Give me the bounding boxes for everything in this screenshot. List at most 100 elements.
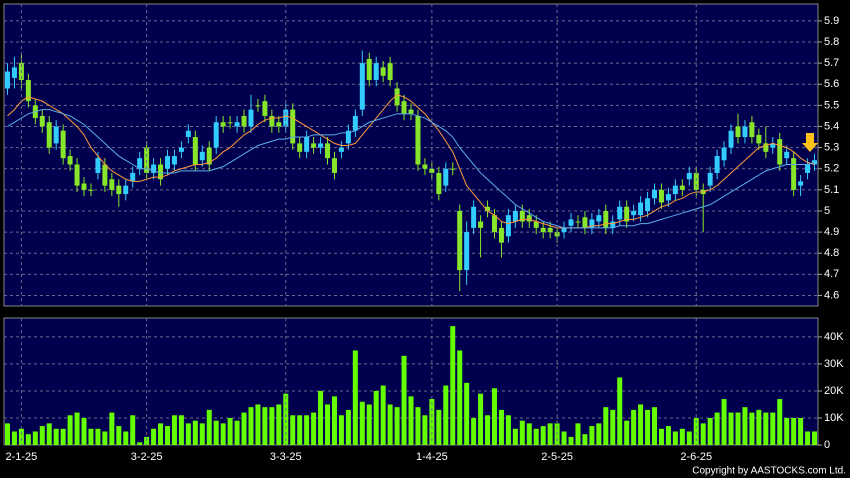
volume-bar [589, 426, 595, 445]
candle-body [311, 143, 317, 148]
candle-body [679, 185, 685, 190]
y-tick-label: 30K [824, 358, 844, 370]
candle-body [227, 122, 233, 124]
volume-bar [700, 423, 706, 445]
volume-bar [352, 350, 358, 445]
volume-bar [185, 423, 191, 445]
volume-bar [380, 385, 386, 445]
volume-bar [394, 407, 400, 445]
candle-body [464, 232, 470, 271]
y-tick-label: 5.8 [824, 36, 839, 48]
candle-body [498, 227, 504, 243]
volume-bar [491, 388, 497, 445]
volume-bar [533, 428, 539, 445]
candle-body [436, 172, 442, 195]
volume-bar [665, 426, 671, 445]
y-tick-label: 5.7 [824, 57, 839, 69]
volume-bar [436, 409, 442, 445]
candle-body [359, 63, 365, 110]
volume-bar [123, 431, 129, 445]
candle-body [693, 172, 699, 190]
candle-body [603, 210, 609, 228]
volume-bar [53, 428, 59, 445]
volume-bar [756, 409, 762, 445]
volume-bar [679, 428, 685, 445]
candle-body [658, 189, 664, 203]
candle-body [4, 71, 10, 89]
candle-body [450, 168, 456, 170]
volume-bar [199, 423, 205, 445]
volume-bar [498, 409, 504, 445]
candle-body [109, 179, 115, 190]
y-tick-label: 40K [824, 331, 844, 343]
volume-bar [192, 420, 198, 445]
candle-body [262, 101, 268, 116]
candle-body [777, 139, 783, 165]
volume-bar [18, 428, 24, 445]
candle-body [130, 172, 136, 182]
copyright: Copyright by AASTOCKS.com Ltd. [692, 466, 846, 477]
volume-bar [213, 420, 219, 445]
volume-bar [631, 409, 637, 445]
candle-body [756, 134, 762, 144]
candle-body [241, 115, 247, 127]
candle-body [457, 210, 463, 271]
candle-body [749, 122, 755, 138]
candle-body [798, 181, 804, 186]
candle-body [540, 227, 546, 233]
candle-body [255, 105, 261, 107]
candle-body [67, 156, 73, 165]
candle-body [102, 164, 108, 186]
candle-body [137, 158, 143, 169]
y-tick-label: 5.9 [824, 15, 839, 27]
volume-bar [137, 442, 143, 445]
candle-body [491, 215, 497, 233]
volume-bar [561, 431, 567, 445]
candle-body [763, 143, 769, 152]
volume-bar [686, 431, 692, 445]
volume-bar [721, 399, 727, 445]
candle-body [638, 202, 644, 216]
volume-bar [422, 415, 428, 445]
candle-body [95, 158, 101, 173]
volume-bar [366, 404, 372, 445]
candle-body [151, 164, 157, 173]
candle-body [25, 80, 31, 102]
y-tick-label: 5 [824, 205, 830, 217]
candle-body [39, 115, 45, 127]
volume-bar [269, 407, 275, 445]
candle-body [721, 147, 727, 161]
candle-body [297, 143, 303, 152]
candle-body [345, 130, 351, 144]
candle-body [429, 168, 435, 173]
candle-body [338, 147, 344, 152]
volume-bar [67, 415, 73, 445]
volume-bar [784, 417, 790, 445]
y-tick-label: 4.8 [824, 247, 839, 259]
volume-bar [81, 417, 87, 445]
y-tick-label: 5.6 [824, 78, 839, 90]
y-tick-label: 5.2 [824, 163, 839, 175]
volume-bar [359, 401, 365, 445]
candle-body [631, 210, 637, 216]
marker-arrow [802, 133, 818, 152]
volume-bar [4, 423, 10, 445]
candle-body [770, 143, 776, 148]
candle-body [485, 206, 491, 211]
candle-body [686, 172, 692, 180]
candle-body [373, 63, 379, 81]
moving-average [7, 109, 815, 229]
volume-bar [624, 420, 630, 445]
candle-body [443, 168, 449, 186]
volume-bar [471, 417, 477, 445]
volume-bar [116, 426, 122, 445]
candle-body [213, 122, 219, 148]
volume-bar [547, 423, 553, 445]
x-tick-label: 2-1-25 [5, 451, 37, 463]
volume-bar [735, 412, 741, 445]
volume-bar [450, 326, 456, 445]
candle-body [575, 221, 581, 223]
volume-bar [234, 420, 240, 445]
moving-average [7, 94, 815, 229]
volume-bar [582, 434, 588, 445]
